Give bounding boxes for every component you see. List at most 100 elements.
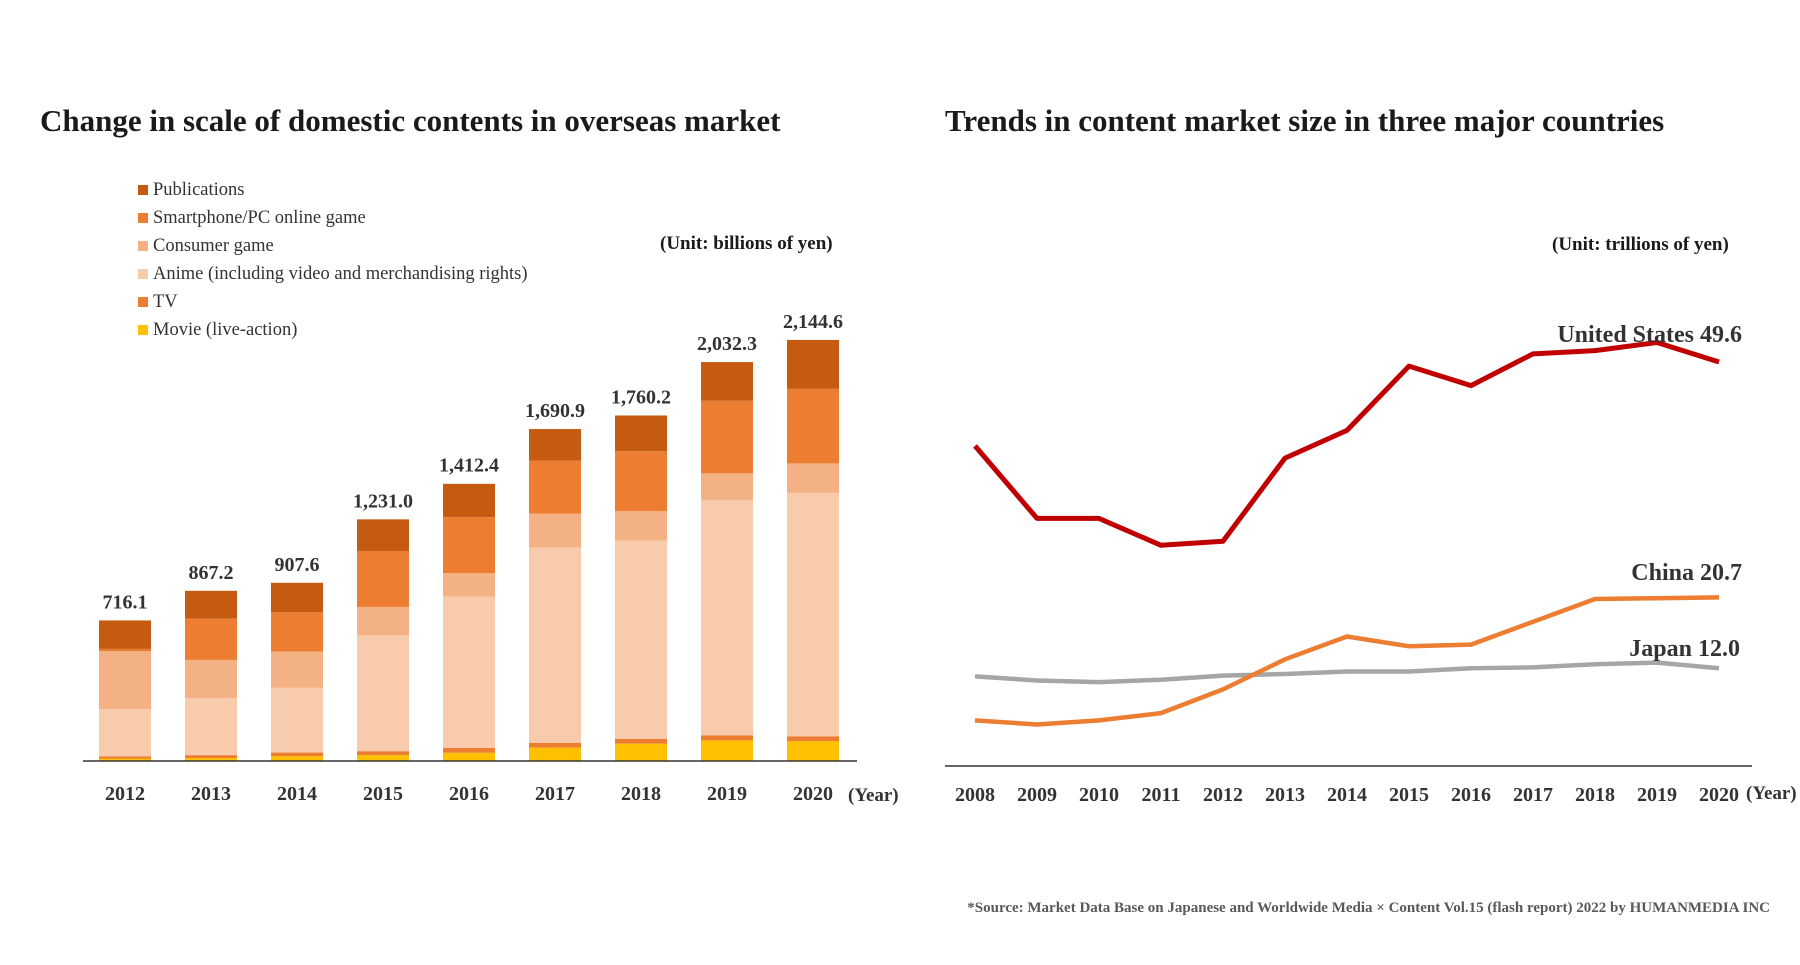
bar-total-label: 1,690.9 (525, 400, 585, 422)
bar-segment (271, 651, 323, 688)
legend-swatch (138, 325, 148, 335)
x-tick-label: 2018 (1575, 784, 1615, 806)
bar-total-label: 2,144.6 (783, 311, 843, 333)
bar-segment (529, 747, 581, 761)
bar-segment (357, 751, 409, 756)
x-tick-label: 2011 (1142, 784, 1181, 806)
bar-segment (615, 451, 667, 512)
bar-segment (443, 483, 495, 518)
series-end-label: Japan 12.0 (1629, 636, 1740, 662)
bar-segment (529, 742, 581, 748)
bar-total-label: 867.2 (189, 562, 234, 584)
series-line (974, 595, 1720, 727)
bar-segment (701, 740, 753, 761)
legend-item: Movie (live-action) (138, 316, 528, 344)
series-end-label: China 20.7 (1631, 560, 1742, 586)
series-line (973, 340, 1720, 548)
legend-swatch (138, 241, 148, 251)
bar-segment (357, 755, 409, 761)
right-chart-title: Trends in content market size in three m… (945, 103, 1665, 138)
bar-segment (357, 550, 409, 607)
bar-segment (701, 362, 753, 401)
bar-segment (357, 635, 409, 752)
legend-label: TV (153, 291, 178, 312)
bar-total-label: 1,231.0 (353, 490, 413, 512)
x-tick-label: 2014 (277, 783, 317, 805)
bar-segment (443, 573, 495, 597)
x-tick-label: 2014 (1327, 784, 1367, 806)
bar-segment (185, 755, 237, 759)
bar-segment (185, 758, 237, 761)
bar-segment (787, 736, 839, 742)
bar-segment (615, 738, 667, 744)
legend-label: Anime (including video and merchandising… (153, 263, 528, 284)
legend-swatch (138, 185, 148, 195)
legend-label: Consumer game (153, 235, 274, 256)
bar-segment (615, 415, 667, 452)
bar-segment (271, 752, 323, 757)
series-end-label: United States 49.6 (1557, 322, 1742, 348)
x-tick-label: 2017 (535, 783, 575, 805)
bar-total-label: 2,032.3 (697, 333, 757, 355)
bar-segment (529, 429, 581, 461)
bar-segment (787, 339, 839, 389)
x-tick-label: 2019 (1637, 784, 1677, 806)
bar-segment (443, 596, 495, 748)
bar-segment (443, 517, 495, 574)
bar-chart-legend: Publications Smartphone/PC online game Con… (138, 176, 528, 344)
x-tick-label: 2020 (793, 783, 833, 805)
bar-segment (185, 698, 237, 756)
legend-swatch (138, 269, 148, 279)
x-tick-label: 2013 (191, 783, 231, 805)
source-note: *Source: Market Data Base on Japanese an… (967, 900, 1770, 916)
bar-segment (701, 473, 753, 500)
bar-segment (529, 460, 581, 514)
x-tick-label: 2016 (1451, 784, 1491, 806)
legend-item: Publications (138, 176, 528, 204)
bar-segment (615, 511, 667, 541)
bar-segment (357, 606, 409, 636)
bar-segment (185, 590, 237, 619)
bar-segment (357, 519, 409, 551)
bar-segment (185, 618, 237, 660)
bar-total-label: 1,760.2 (611, 386, 671, 408)
bar-segment (529, 513, 581, 548)
legend-label: Publications (153, 179, 245, 200)
x-tick-label: 2018 (621, 783, 661, 805)
x-tick-label: 2016 (449, 783, 489, 805)
bar-segment (271, 687, 323, 753)
x-tick-label: 2010 (1079, 784, 1119, 806)
bar-segment (529, 547, 581, 743)
bar-segment (443, 747, 495, 753)
bar-segment (99, 756, 151, 759)
x-tick-label: 2019 (707, 783, 747, 805)
x-tick-label: 2015 (1389, 784, 1429, 806)
x-tick-label: 2012 (105, 783, 145, 805)
bar-segment (99, 648, 151, 652)
x-tick-label: 2020 (1699, 784, 1739, 806)
bar-segment (701, 735, 753, 741)
bar-segment (99, 651, 151, 710)
x-tick-label: 2012 (1203, 784, 1243, 806)
bar-segment (271, 612, 323, 652)
legend-item: Consumer game (138, 232, 528, 260)
bar-segment (443, 752, 495, 761)
bar-segment (787, 492, 839, 737)
legend-item: Smartphone/PC online game (138, 204, 528, 232)
left-unit-label: (Unit: billions of yen) (660, 233, 833, 254)
bar-segment (701, 400, 753, 474)
bar-segment (701, 499, 753, 736)
bar-segment (615, 540, 667, 739)
x-tick-label: 2017 (1513, 784, 1553, 806)
left-chart-title: Change in scale of domestic contents in … (40, 103, 781, 138)
bar-segment (99, 758, 151, 761)
bar-segment (787, 388, 839, 464)
series-line (974, 660, 1720, 685)
x-tick-label: 2009 (1017, 784, 1057, 806)
x-tick-label: 2013 (1265, 784, 1305, 806)
x-axis-label: (Year) (848, 785, 899, 806)
bar-segment (99, 620, 151, 649)
bar-segment (271, 756, 323, 761)
bar-segment (787, 741, 839, 761)
bar-segment (271, 582, 323, 613)
